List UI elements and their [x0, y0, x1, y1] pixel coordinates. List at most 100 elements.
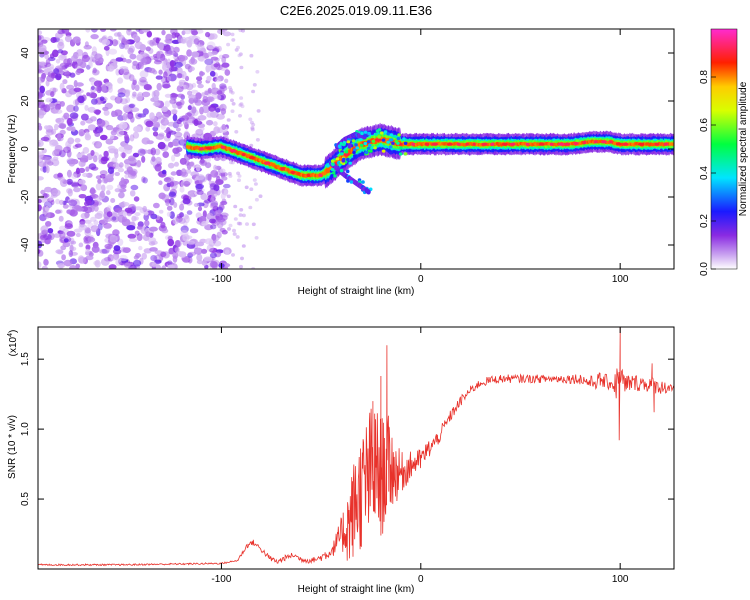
spectrogram-noise-cell — [69, 265, 77, 269]
spectrogram-noise-cell — [112, 229, 120, 236]
spectrogram-scatter-cell — [379, 143, 383, 147]
spectrogram-noise-cell — [118, 191, 125, 199]
spectrogram-noise-cell — [58, 215, 64, 222]
spectrogram-noise-cell — [197, 83, 204, 89]
spectrogram-noise-cell — [114, 188, 121, 193]
spectrogram-noise-cell — [66, 117, 73, 126]
spectrogram-noise-cell — [256, 109, 261, 113]
spectrogram-noise-cell — [63, 146, 71, 154]
spectrogram-noise-cell — [57, 41, 65, 50]
spectrogram-noise-cell — [132, 91, 137, 97]
spectrogram-noise-cell — [236, 221, 241, 226]
spectrogram-scatter-cell — [394, 139, 399, 144]
spectrogram-scatter-cell — [360, 131, 364, 136]
spectrogram-noise-cell — [90, 150, 95, 156]
spectrogram-noise-cell — [196, 190, 204, 195]
spectrogram-peak-cell — [539, 142, 545, 146]
spectrogram-noise-cell — [214, 210, 221, 217]
spectrogram-noise-cell — [216, 113, 225, 120]
spectrogram-noise-cell — [66, 230, 76, 237]
spectrogram-peak-cell — [525, 142, 530, 146]
spectrogram-scatter-cell — [355, 146, 360, 150]
spectrogram-noise-cell — [48, 66, 55, 74]
spectrogram-noise-cell — [38, 91, 43, 99]
spectrogram-noise-cell — [196, 79, 202, 85]
spectrogram-noise-cell — [122, 89, 131, 94]
spectrogram-noise-cell — [63, 259, 73, 267]
spectrogram-noise-cell — [93, 80, 103, 87]
spectrogram-noise-cell — [78, 167, 86, 174]
spectrogram-scatter-cell — [344, 150, 349, 154]
spectrogram-noise-cell — [228, 88, 233, 92]
spectrogram-noise-cell — [72, 99, 79, 106]
colorbar: 0.0 0.2 0.4 0.6 0.8 Normalized spectral ampl… — [699, 28, 749, 276]
spectrogram-noise-cell — [172, 255, 178, 263]
spectrogram-noise-cell — [231, 253, 235, 257]
spectrogram-noise-cell — [226, 194, 231, 199]
spectrogram-noise-cell — [78, 242, 84, 248]
spectrogram-noise-cell — [91, 29, 98, 33]
spectrogram-noise-cell — [86, 92, 91, 97]
spectrogram-noise-cell — [145, 46, 151, 52]
spectrogram-noise-cell — [78, 224, 88, 231]
spectrogram-noise-cell — [127, 47, 134, 55]
spectrogram-noise-cell — [119, 254, 128, 262]
spectrogram-noise-cell — [65, 90, 73, 98]
spectrogram-noise-cell — [144, 220, 150, 227]
spectrogram-peak-cell — [593, 140, 598, 144]
spectrogram-noise-cell — [50, 37, 57, 43]
spectrogram-noise-cell — [40, 189, 46, 195]
spectrogram-panel: -100 0 100 -40 -20 0 20 40 Height of straight l… — [7, 28, 675, 297]
spectrogram-noise-cell — [38, 101, 46, 109]
spectrogram-noise-cell — [44, 211, 51, 219]
spectrogram-peak-cell — [481, 142, 488, 146]
spectrogram-noise-cell — [205, 31, 211, 38]
spectrogram-noise-cell — [172, 147, 180, 154]
spectrogram-noise-cell — [174, 61, 183, 68]
spectrogram-noise-cell — [227, 171, 232, 176]
spectrogram-noise-cell — [145, 126, 151, 132]
spectrogram-noise-cell — [154, 57, 164, 63]
spectrogram-branch-cell — [326, 164, 330, 168]
spectrogram-scatter-cell — [391, 141, 395, 145]
spectrogram-noise-cell — [106, 184, 114, 191]
spectrogram-scatter-cell — [397, 133, 401, 137]
spectrogram-noise-cell — [169, 99, 177, 104]
spectrogram-noise-cell — [74, 137, 81, 143]
spectrogram-noise-cell — [108, 148, 117, 154]
spectrogram-noise-cell — [163, 71, 168, 79]
spectrogram-noise-cell — [111, 216, 117, 221]
spectrogram-noise-cell — [103, 223, 112, 229]
spectrogram-noise-cell — [106, 205, 112, 211]
spectrogram-noise-cell — [87, 124, 96, 131]
spectrogram-noise-cell — [150, 255, 158, 262]
spectrogram-noise-cell — [199, 126, 205, 131]
spectrogram-scatter-cell — [340, 152, 344, 156]
spectrogram-noise-cell — [195, 241, 205, 247]
spectrogram-noise-cell — [57, 29, 65, 35]
spectrogram-noise-cell — [221, 62, 230, 68]
spectrogram-noise-cell — [58, 54, 67, 61]
spectrogram-noise-cell — [111, 157, 118, 163]
spectrogram-noise-cell — [196, 259, 203, 265]
spectrogram-scatter-cell — [363, 141, 368, 146]
spectrogram-noise-cell — [156, 82, 162, 91]
spectrogram-noise-cell — [188, 94, 197, 100]
spectrogram-noise-cell — [150, 147, 156, 156]
x-tick-label: 0 — [418, 274, 424, 285]
spectrogram-noise-cell — [196, 253, 203, 262]
spectrogram-noise-cell — [130, 184, 139, 191]
spectrogram-noise-cell — [239, 96, 244, 100]
spectrogram-noise-cell — [141, 29, 151, 33]
spectrogram-noise-cell — [84, 104, 89, 111]
spectrogram-noise-cell — [210, 200, 219, 208]
spectrogram-noise-cell — [93, 205, 99, 212]
spectrogram-noise-cell — [106, 211, 113, 218]
spectrogram-noise-cell — [45, 165, 50, 174]
spectrogram-scatter-cell — [399, 146, 403, 150]
spectrogram-noise-cell — [73, 187, 81, 193]
spectrogram-noise-cell — [64, 35, 72, 43]
spectrogram-noise-cell — [199, 57, 206, 62]
spectrogram-noise-cell — [158, 69, 163, 75]
spectrogram-noise-cell — [42, 193, 50, 199]
